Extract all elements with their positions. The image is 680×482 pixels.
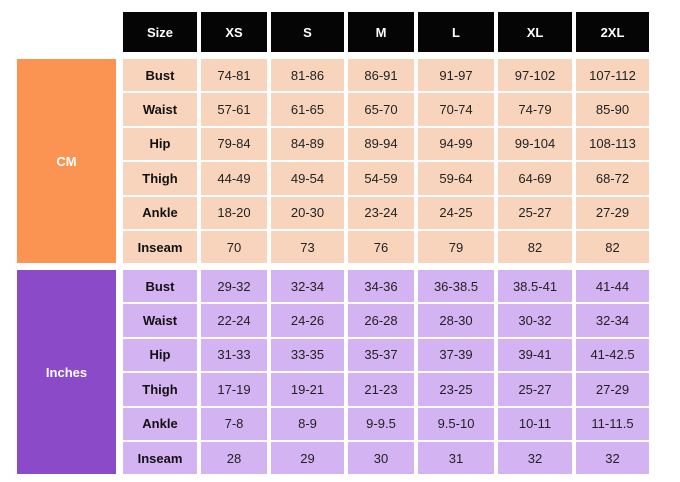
size-value-cell: 23-25 xyxy=(417,372,495,407)
size-value-cell: 37-39 xyxy=(417,337,495,373)
size-value-cell: 27-29 xyxy=(575,372,650,407)
size-value-cell: 39-41 xyxy=(497,337,573,373)
size-value-cell: 49-54 xyxy=(270,161,345,196)
size-value-cell: 97-102 xyxy=(497,58,573,93)
size-value-cell: 44-49 xyxy=(200,161,268,196)
size-value-cell: 41-44 xyxy=(575,269,650,304)
row-label-inseam: Inseam xyxy=(122,441,198,476)
size-value-cell: 19-21 xyxy=(270,372,345,407)
size-value-cell: 29 xyxy=(270,441,345,476)
size-value-cell: 73 xyxy=(270,230,345,265)
size-value-cell: 84-89 xyxy=(270,126,345,162)
size-value-cell: 61-65 xyxy=(270,92,345,127)
size-value-cell: 9.5-10 xyxy=(417,406,495,441)
size-value-cell: 86-91 xyxy=(347,58,415,93)
size-value-cell: 22-24 xyxy=(200,303,268,338)
size-header-2xl: 2XL xyxy=(575,11,650,53)
size-value-cell: 24-26 xyxy=(270,303,345,338)
size-value-cell: 41-42.5 xyxy=(575,337,650,373)
size-header-xs: XS xyxy=(200,11,268,53)
size-value-cell: 36-38.5 xyxy=(417,269,495,304)
row-label-hip: Hip xyxy=(122,337,198,373)
size-value-cell: 20-30 xyxy=(270,195,345,230)
size-value-cell: 9-9.5 xyxy=(347,406,415,441)
size-value-cell: 82 xyxy=(497,230,573,265)
unit-band-inches: Inches xyxy=(16,269,117,476)
row-label-thigh: Thigh xyxy=(122,161,198,196)
size-value-cell: 23-24 xyxy=(347,195,415,230)
size-value-cell: 35-37 xyxy=(347,337,415,373)
size-value-cell: 8-9 xyxy=(270,406,345,441)
size-value-cell: 10-11 xyxy=(497,406,573,441)
row-label-thigh: Thigh xyxy=(122,372,198,407)
size-header-l: L xyxy=(417,11,495,53)
size-value-cell: 7-8 xyxy=(200,406,268,441)
size-value-cell: 99-104 xyxy=(497,126,573,162)
size-value-cell: 30 xyxy=(347,441,415,476)
size-value-cell: 70-74 xyxy=(417,92,495,127)
size-value-cell: 59-64 xyxy=(417,161,495,196)
size-value-cell: 65-70 xyxy=(347,92,415,127)
row-label-hip: Hip xyxy=(122,126,198,162)
size-value-cell: 68-72 xyxy=(575,161,650,196)
size-value-cell: 85-90 xyxy=(575,92,650,127)
size-value-cell: 32 xyxy=(497,441,573,476)
size-value-cell: 76 xyxy=(347,230,415,265)
size-header-m: M xyxy=(347,11,415,53)
size-value-cell: 107-112 xyxy=(575,58,650,93)
size-value-cell: 25-27 xyxy=(497,195,573,230)
size-value-cell: 30-32 xyxy=(497,303,573,338)
size-value-cell: 74-81 xyxy=(200,58,268,93)
size-value-cell: 32-34 xyxy=(575,303,650,338)
size-value-cell: 31 xyxy=(417,441,495,476)
size-value-cell: 74-79 xyxy=(497,92,573,127)
size-value-cell: 18-20 xyxy=(200,195,268,230)
size-value-cell: 21-23 xyxy=(347,372,415,407)
size-value-cell: 89-94 xyxy=(347,126,415,162)
size-value-cell: 27-29 xyxy=(575,195,650,230)
size-value-cell: 94-99 xyxy=(417,126,495,162)
size-value-cell: 28-30 xyxy=(417,303,495,338)
size-value-cell: 34-36 xyxy=(347,269,415,304)
row-label-waist: Waist xyxy=(122,303,198,338)
size-value-cell: 81-86 xyxy=(270,58,345,93)
size-value-cell: 32-34 xyxy=(270,269,345,304)
size-header-s: S xyxy=(270,11,345,53)
size-header-xl: XL xyxy=(497,11,573,53)
size-value-cell: 54-59 xyxy=(347,161,415,196)
row-label-inseam: Inseam xyxy=(122,230,198,265)
size-value-cell: 64-69 xyxy=(497,161,573,196)
size-value-cell: 70 xyxy=(200,230,268,265)
size-value-cell: 108-113 xyxy=(575,126,650,162)
size-value-cell: 26-28 xyxy=(347,303,415,338)
size-value-cell: 82 xyxy=(575,230,650,265)
size-value-cell: 24-25 xyxy=(417,195,495,230)
row-label-bust: Bust xyxy=(122,58,198,93)
size-value-cell: 79-84 xyxy=(200,126,268,162)
size-value-cell: 25-27 xyxy=(497,372,573,407)
row-label-ankle: Ankle xyxy=(122,406,198,441)
size-value-cell: 17-19 xyxy=(200,372,268,407)
size-value-cell: 32 xyxy=(575,441,650,476)
unit-band-cm: CM xyxy=(16,58,117,265)
size-value-cell: 38.5-41 xyxy=(497,269,573,304)
size-value-cell: 28 xyxy=(200,441,268,476)
size-value-cell: 33-35 xyxy=(270,337,345,373)
row-label-bust: Bust xyxy=(122,269,198,304)
size-value-cell: 29-32 xyxy=(200,269,268,304)
row-label-ankle: Ankle xyxy=(122,195,198,230)
size-header: Size xyxy=(122,11,198,53)
size-value-cell: 91-97 xyxy=(417,58,495,93)
size-value-cell: 79 xyxy=(417,230,495,265)
size-value-cell: 57-61 xyxy=(200,92,268,127)
size-value-cell: 11-11.5 xyxy=(575,406,650,441)
size-value-cell: 31-33 xyxy=(200,337,268,373)
row-label-waist: Waist xyxy=(122,92,198,127)
